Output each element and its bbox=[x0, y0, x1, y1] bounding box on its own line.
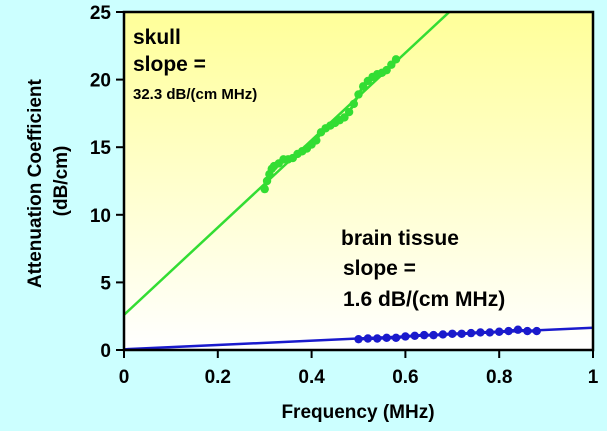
skull-data-point bbox=[312, 136, 321, 145]
y-axis-title: Attenuation Coefficient (dB/cm) bbox=[25, 74, 72, 288]
brain-data-point bbox=[391, 333, 401, 343]
brain-data-point bbox=[354, 334, 363, 344]
brain-data-point bbox=[401, 332, 410, 341]
brain-data-point bbox=[523, 326, 532, 336]
brain-data-point bbox=[476, 328, 485, 337]
skull-slope-value: 32.3 dB/(cm MHz) bbox=[133, 86, 257, 103]
y-tick-label: 10 bbox=[90, 206, 111, 227]
x-axis-title: Frequency (MHz) bbox=[281, 402, 434, 423]
skull-data-point bbox=[260, 184, 269, 194]
brain-slope-label: slope = bbox=[343, 257, 416, 280]
skull-data-point bbox=[391, 55, 401, 64]
y-tick-label: 5 bbox=[100, 273, 111, 294]
y-tick-label: 25 bbox=[90, 3, 112, 24]
brain-data-point bbox=[495, 327, 504, 336]
brain-data-point bbox=[410, 331, 419, 341]
brain-data-point bbox=[438, 330, 448, 339]
y-axis-title-line-1: Attenuation Coefficient bbox=[25, 78, 46, 288]
x-tick-label: 0.6 bbox=[392, 367, 418, 388]
skull-data-point bbox=[349, 99, 359, 109]
skull-data-point bbox=[354, 90, 363, 99]
brain-data-point bbox=[485, 328, 495, 337]
brain-data-point bbox=[419, 330, 429, 340]
skull-data-point bbox=[344, 107, 354, 117]
skull-label: skull bbox=[133, 26, 181, 49]
y-axis-title-line-2: (dB/cm) bbox=[51, 146, 72, 217]
plot-area bbox=[124, 12, 593, 350]
brain-data-point bbox=[429, 330, 438, 340]
skull-data-point bbox=[262, 176, 272, 186]
x-tick-label: 0.4 bbox=[298, 367, 325, 388]
plot-frame bbox=[122, 10, 595, 352]
x-tick-label: 1 bbox=[588, 367, 599, 388]
brain-data-point bbox=[448, 329, 457, 338]
skull-data-point bbox=[382, 65, 391, 75]
x-tick-label: 0.8 bbox=[486, 367, 512, 388]
y-tick-label: 15 bbox=[90, 138, 112, 159]
y-tick-label: 0 bbox=[100, 341, 111, 362]
brain-data-point bbox=[373, 334, 382, 343]
brain-data-point bbox=[504, 326, 513, 336]
brain-data-point bbox=[466, 328, 476, 338]
brain-data-point bbox=[363, 334, 373, 343]
x-tick-label: 0.2 bbox=[205, 367, 231, 388]
y-tick-label: 20 bbox=[90, 71, 111, 92]
x-tick-label: 0 bbox=[119, 367, 130, 388]
skull-data-point bbox=[387, 60, 396, 69]
brain-data-point bbox=[382, 333, 391, 343]
brain-data-point bbox=[532, 326, 541, 336]
brain-data-point bbox=[513, 325, 523, 334]
brain-data-point bbox=[457, 329, 466, 338]
skull-data-point bbox=[358, 82, 368, 91]
skull-data-point bbox=[340, 113, 349, 122]
skull-slope-label: slope = bbox=[133, 53, 206, 76]
brain-slope-value: 1.6 dB/(cm MHz) bbox=[343, 288, 505, 311]
brain-label: brain tissue bbox=[341, 227, 459, 250]
